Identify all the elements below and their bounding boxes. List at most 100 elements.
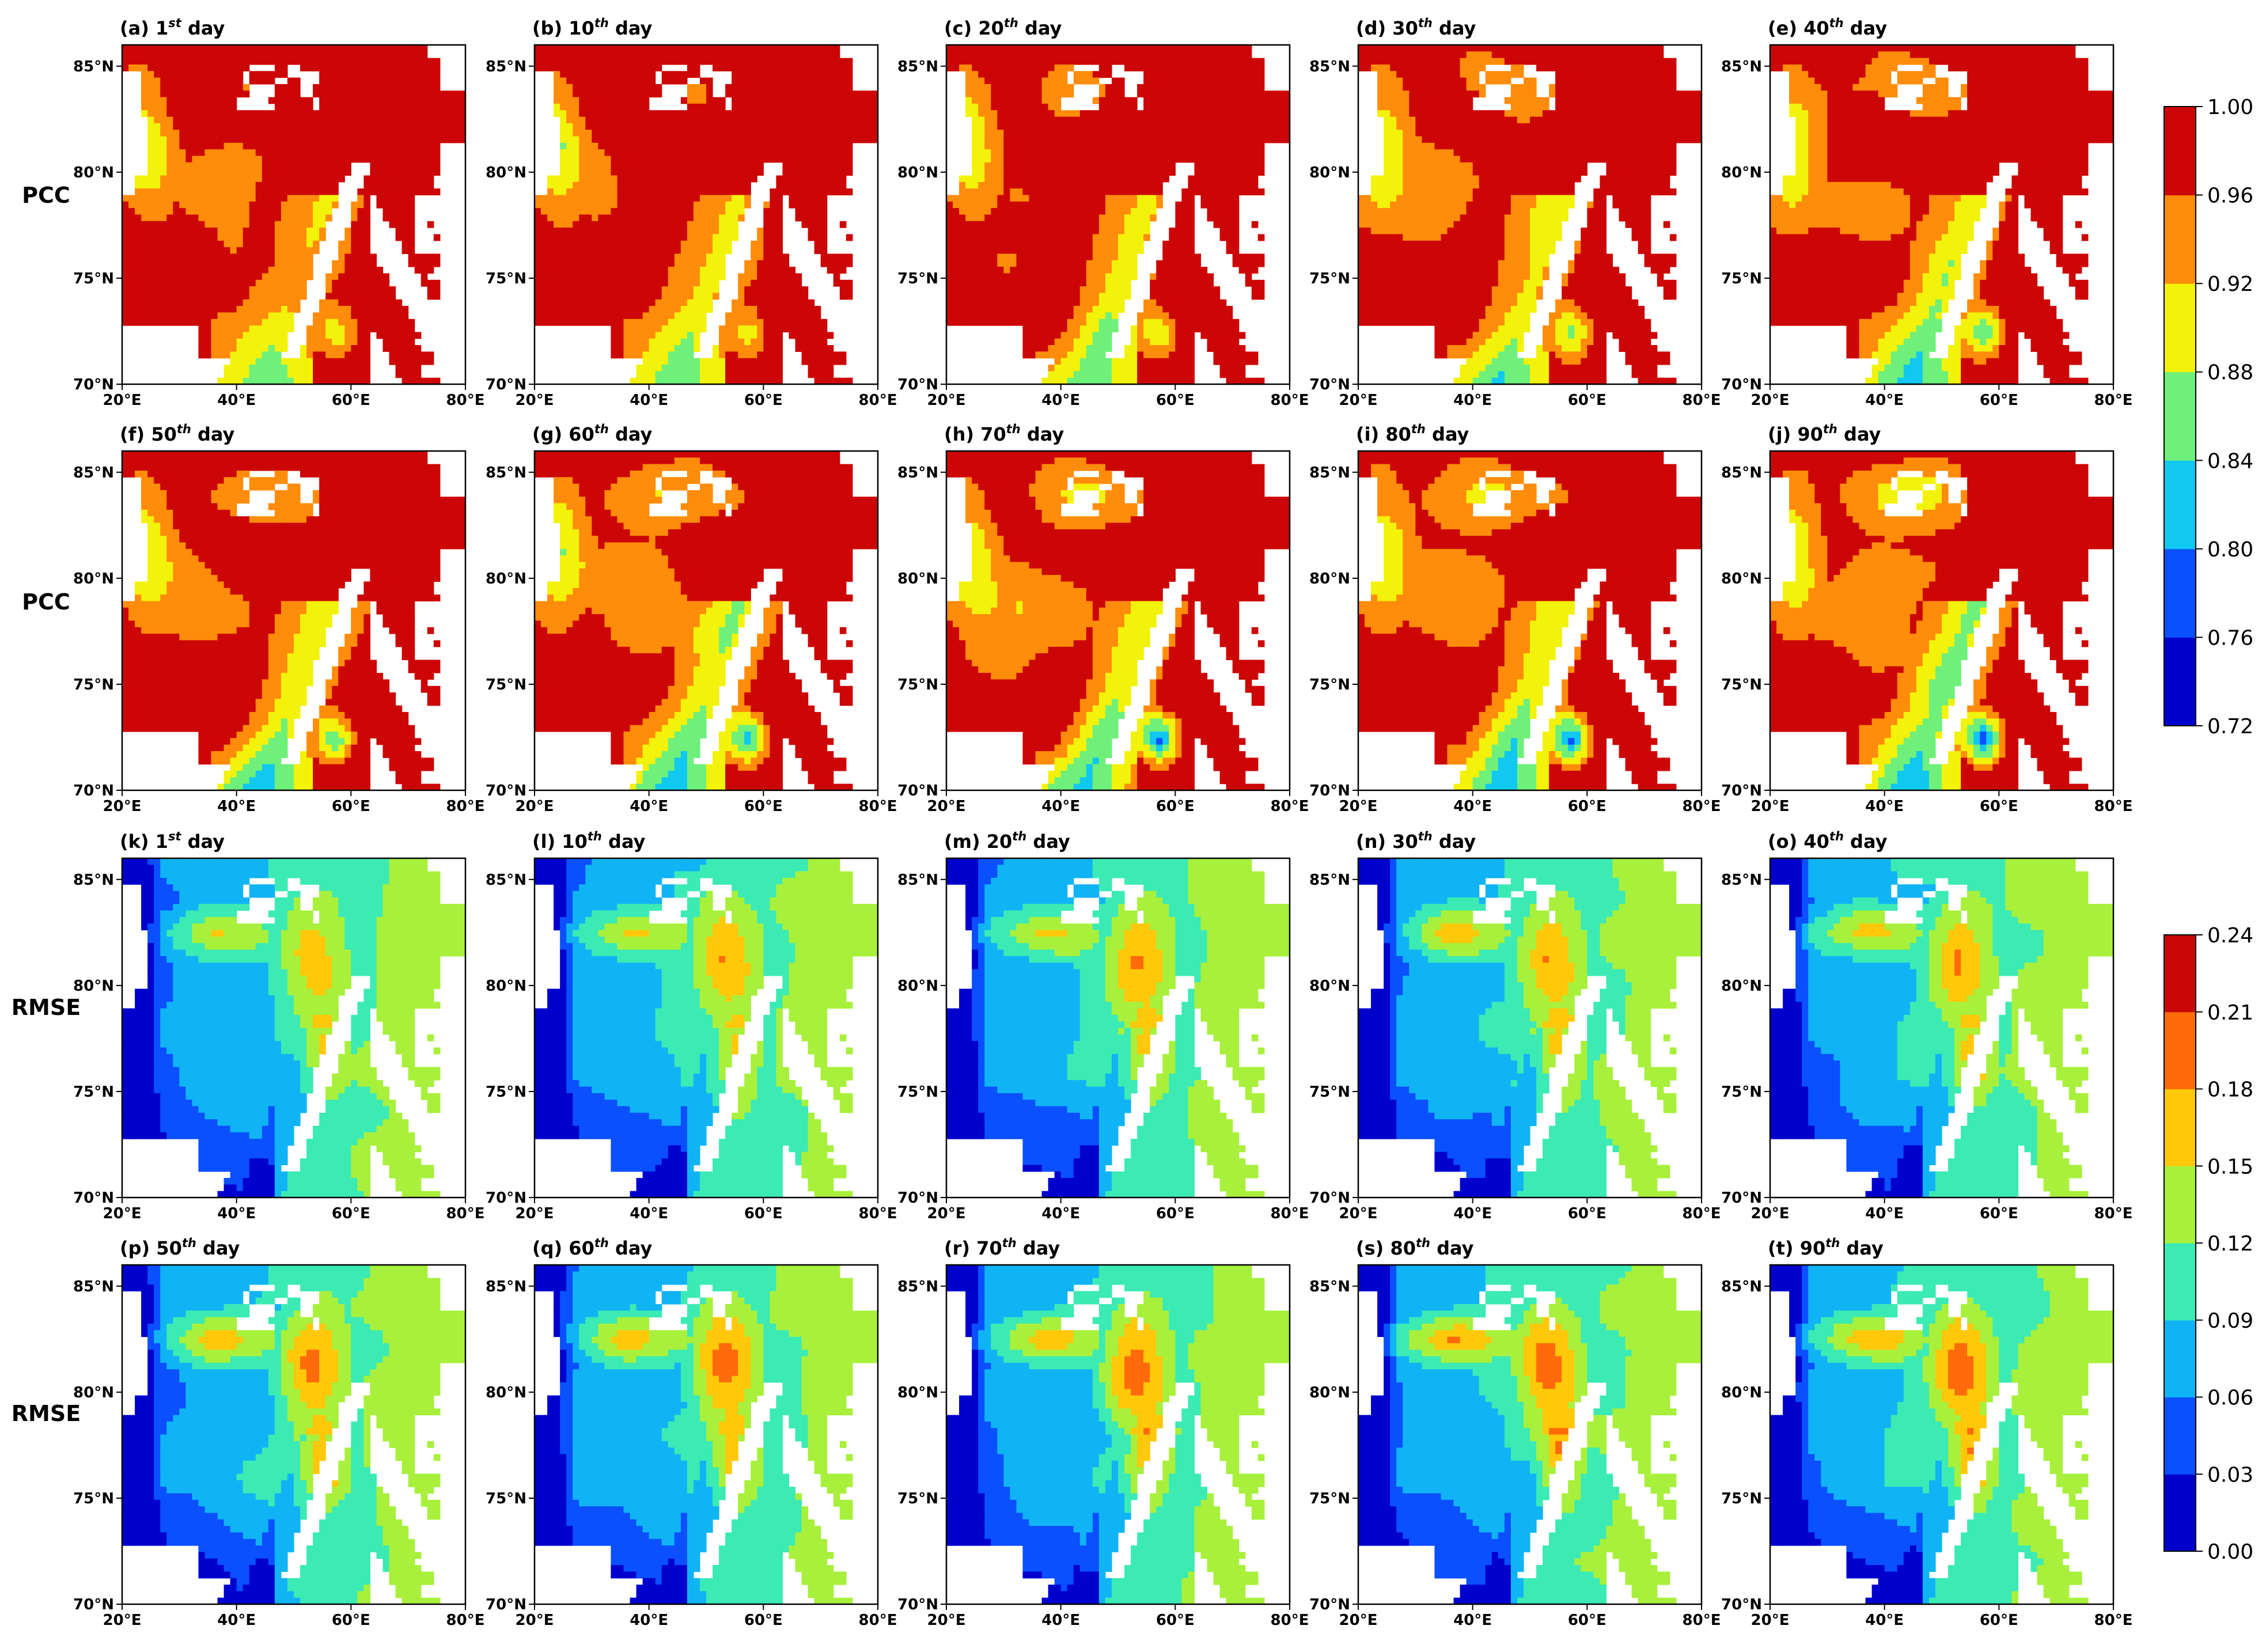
x-tick-label: 20°E bbox=[103, 1612, 142, 1629]
colorbar-segment bbox=[2164, 548, 2196, 638]
x-tick-label: 20°E bbox=[103, 798, 142, 815]
x-tick-label: 20°E bbox=[516, 798, 554, 815]
x-tick-label: 40°E bbox=[630, 392, 668, 409]
map-frame bbox=[1769, 450, 2115, 791]
colorbar-segment bbox=[2164, 195, 2196, 284]
panel: (e) 40th day 20°E 40°E 60°E 80°E 70°N 75°N 80°N… bbox=[1721, 16, 2132, 409]
map-field bbox=[1358, 1265, 1702, 1604]
map-field bbox=[1358, 45, 1702, 384]
panel-title: (i) 80th day bbox=[1356, 422, 1469, 445]
colorbar-tick-label: 0.15 bbox=[2207, 1155, 2253, 1179]
x-tick-label: 80°E bbox=[859, 798, 897, 815]
colorbar-segment bbox=[2164, 1320, 2196, 1397]
colorbar-segment bbox=[2164, 283, 2196, 373]
x-tick-label: 60°E bbox=[332, 1612, 370, 1629]
x-tick-label: 20°E bbox=[1751, 798, 1790, 815]
x-tick-label: 80°E bbox=[446, 798, 485, 815]
colorbar-rmse: 0.24 0.21 0.18 0.15 0.12 0.09 0.06 0.03 0.00 bbox=[2164, 924, 2253, 1564]
y-tick-label: 75°N bbox=[73, 1490, 114, 1507]
panel: (f) 50th day 20°E 40°E 60°E 80°E 70°N 75°N 80°N… bbox=[73, 422, 484, 815]
colorbar-tick-label: 0.09 bbox=[2207, 1309, 2253, 1333]
map-frame bbox=[945, 857, 1291, 1199]
colorbar-tick-label: 0.00 bbox=[2207, 1540, 2253, 1564]
map-field bbox=[1358, 858, 1702, 1198]
panel-title: (n) 30th day bbox=[1356, 829, 1476, 852]
row-labels: PCC PCC RMSE RMSE bbox=[12, 183, 81, 1426]
panel: (a) 1st day 20°E 40°E 60°E 80°E 70°N 75°N 80°N 8… bbox=[73, 16, 484, 409]
x-tick-label: 80°E bbox=[1683, 1205, 1721, 1222]
x-tick-label: 40°E bbox=[217, 392, 256, 409]
panel-title: (e) 40th day bbox=[1768, 16, 1887, 39]
colorbar-tick-label: 0.12 bbox=[2207, 1232, 2253, 1256]
map-frame bbox=[1357, 857, 1703, 1199]
x-tick-label: 80°E bbox=[2094, 392, 2133, 409]
x-tick-label: 80°E bbox=[859, 392, 897, 409]
colorbar-tick-label: 0.21 bbox=[2207, 1001, 2253, 1025]
map-field bbox=[1770, 45, 2113, 384]
colorbar-segment bbox=[2164, 1397, 2196, 1475]
y-tick-label: 85°N bbox=[486, 872, 526, 889]
x-tick-label: 20°E bbox=[1339, 392, 1378, 409]
x-tick-label: 80°E bbox=[859, 1205, 897, 1222]
colorbar-tick-label: 0.03 bbox=[2207, 1463, 2253, 1487]
y-tick-label: 75°N bbox=[1721, 270, 1762, 287]
y-tick-label: 70°N bbox=[1721, 1596, 1762, 1613]
y-tick-label: 85°N bbox=[73, 872, 114, 889]
y-tick-label: 85°N bbox=[486, 464, 526, 482]
x-tick-label: 40°E bbox=[1041, 1612, 1080, 1629]
colorbar-pcc: 1.00 0.96 0.92 0.88 0.84 0.80 0.76 0.72 bbox=[2164, 96, 2253, 738]
x-tick-label: 20°E bbox=[927, 1205, 966, 1222]
x-tick-label: 60°E bbox=[1156, 798, 1195, 815]
y-tick-label: 75°N bbox=[73, 270, 114, 287]
colorbar-segment bbox=[2164, 372, 2196, 461]
x-tick-label: 60°E bbox=[1980, 798, 2018, 815]
map-field bbox=[1770, 858, 2113, 1198]
y-tick-label: 80°N bbox=[897, 1384, 938, 1401]
y-tick-label: 85°N bbox=[897, 58, 938, 75]
y-tick-label: 75°N bbox=[486, 1490, 526, 1507]
y-tick-label: 75°N bbox=[1309, 1083, 1350, 1101]
colorbar-segment bbox=[2164, 1243, 2196, 1321]
map-frame bbox=[945, 450, 1291, 791]
map-frame bbox=[533, 44, 879, 385]
x-tick-label: 80°E bbox=[446, 1612, 485, 1629]
x-tick-label: 40°E bbox=[1453, 1612, 1492, 1629]
y-tick-label: 85°N bbox=[73, 464, 114, 482]
panel-title: (g) 60th day bbox=[532, 422, 652, 445]
map-frame bbox=[1769, 1264, 2115, 1605]
colorbar-segment bbox=[2164, 1089, 2196, 1166]
y-tick-label: 80°N bbox=[1309, 977, 1350, 995]
colorbar-tick-label: 1.00 bbox=[2207, 96, 2253, 119]
map-frame bbox=[533, 857, 879, 1199]
y-tick-label: 85°N bbox=[897, 1278, 938, 1295]
x-tick-label: 20°E bbox=[1339, 1205, 1378, 1222]
y-tick-label: 80°N bbox=[1721, 1384, 1762, 1401]
x-tick-label: 40°E bbox=[1041, 798, 1080, 815]
x-tick-label: 60°E bbox=[1568, 798, 1606, 815]
panel-title: (a) 1st day bbox=[120, 16, 225, 39]
colorbar-segment bbox=[2164, 935, 2196, 1013]
x-tick-label: 20°E bbox=[516, 1205, 554, 1222]
x-tick-label: 40°E bbox=[630, 1205, 668, 1222]
map-frame bbox=[1769, 44, 2115, 385]
x-tick-label: 60°E bbox=[1568, 392, 1606, 409]
x-tick-label: 80°E bbox=[1271, 392, 1309, 409]
y-tick-label: 70°N bbox=[1309, 376, 1350, 393]
x-tick-label: 40°E bbox=[1453, 1205, 1492, 1222]
map-frame bbox=[121, 44, 467, 385]
x-tick-label: 80°E bbox=[2094, 1205, 2133, 1222]
x-tick-label: 40°E bbox=[1453, 798, 1492, 815]
panel-title: (o) 40th day bbox=[1768, 829, 1888, 852]
map-field bbox=[946, 45, 1290, 384]
x-tick-label: 80°E bbox=[2094, 1612, 2133, 1629]
colorbar-tick-label: 0.18 bbox=[2207, 1078, 2253, 1102]
y-tick-label: 75°N bbox=[1721, 676, 1762, 694]
panel: (b) 10th day 20°E 40°E 60°E 80°E 70°N 75°N 80°N… bbox=[486, 16, 897, 409]
y-tick-label: 80°N bbox=[73, 1384, 114, 1401]
panel-title: (l) 10th day bbox=[532, 829, 646, 852]
colorbars: 1.00 0.96 0.92 0.88 0.84 0.80 0.76 0.72 0.24 0.21… bbox=[2164, 96, 2253, 1564]
panel-title: (q) 60th day bbox=[532, 1236, 652, 1259]
x-tick-label: 20°E bbox=[103, 392, 142, 409]
y-tick-label: 85°N bbox=[897, 464, 938, 482]
